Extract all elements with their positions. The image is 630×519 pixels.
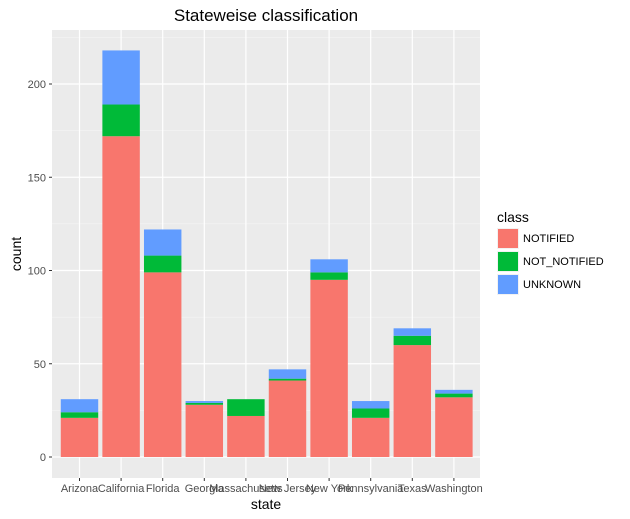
legend-swatch [498, 275, 518, 294]
x-tick-label: Massachusetts [209, 483, 283, 495]
y-tick-label: 100 [28, 266, 46, 278]
bar-new-york-not-notified [310, 272, 348, 280]
x-tick-label: New Jersey [259, 483, 317, 495]
bar-georgia-notified [185, 404, 224, 457]
y-tick-label: 150 [28, 172, 46, 184]
bar-pennsylvania-not-notified [351, 408, 390, 418]
bar-washington-unknown [435, 389, 473, 394]
bar-texas-unknown [393, 328, 432, 336]
legend-swatch [498, 252, 518, 271]
bar-massachusetts-notified [227, 415, 265, 457]
bar-new-york-notified [310, 279, 348, 457]
bar-new-jersey-unknown [268, 369, 307, 379]
y-tick-label: 50 [34, 359, 46, 371]
bar-georgia-unknown [185, 401, 224, 403]
bar-arizona-unknown [60, 399, 99, 413]
bar-pennsylvania-notified [351, 417, 390, 457]
y-tick-label: 0 [40, 452, 46, 464]
bar-california-unknown [102, 50, 140, 105]
bar-texas-notified [393, 345, 432, 457]
x-tick-label: New York [306, 483, 353, 495]
bar-florida-unknown [143, 229, 182, 256]
legend-label: UNKNOWN [523, 279, 581, 291]
bar-arizona-not-notified [60, 412, 99, 418]
bar-washington-notified [435, 397, 473, 457]
x-tick-label: California [98, 483, 145, 495]
legend: class NOTIFIED NOT_NOTIFIED UNKNOWN [497, 209, 604, 295]
bar-texas-not-notified [393, 335, 432, 346]
x-tick-label: Georgia [185, 483, 225, 495]
legend-label: NOTIFIED [523, 233, 574, 245]
bar-florida-notified [143, 272, 182, 457]
x-axis: Arizona California Florida GeorgiaMassachus… [61, 478, 483, 495]
bar-massachusetts-not-notified [227, 399, 265, 416]
bar-georgia-not-notified [185, 402, 224, 405]
legend-swatch [498, 229, 518, 248]
bar-arizona-notified [60, 417, 99, 457]
y-axis: 0 50 100 150 200 [28, 79, 52, 464]
bar-pennsylvania-unknown [351, 401, 390, 409]
y-tick-label: 200 [28, 79, 46, 91]
bars [60, 50, 473, 457]
x-tick-label: Washington [425, 483, 483, 495]
y-axis-title: count [8, 237, 24, 271]
x-tick-label: Pennsylvania [338, 483, 404, 495]
bar-florida-not-notified [143, 255, 182, 273]
legend-title: class [497, 209, 529, 225]
chart-title: Stateweise classification [174, 6, 358, 25]
bar-new-jersey-notified [268, 380, 307, 457]
bar-california-not-notified [102, 104, 140, 137]
bar-new-york-unknown [310, 259, 348, 273]
x-tick-label: Florida [146, 483, 181, 495]
x-tick-label: Arizona [61, 483, 99, 495]
x-tick-label: Texas [398, 483, 427, 495]
legend-label: NOT_NOTIFIED [523, 256, 604, 268]
x-axis-title: state [251, 496, 282, 512]
bar-new-jersey-not-notified [268, 378, 307, 381]
bar-washington-not-notified [435, 393, 473, 398]
bar-california-notified [102, 136, 140, 457]
